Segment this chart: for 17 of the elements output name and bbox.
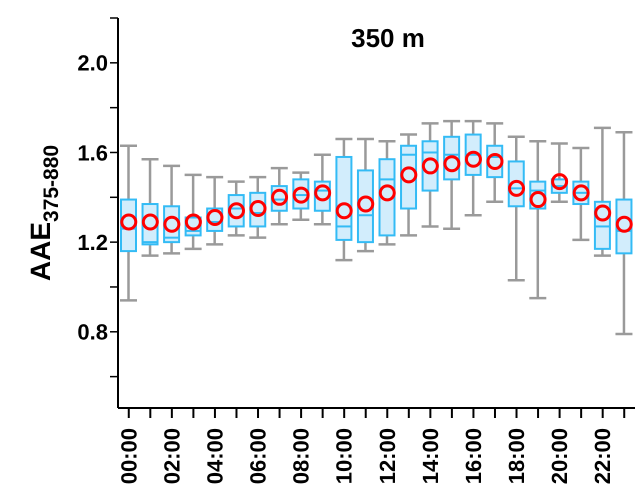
x-tick-label: 20:00 <box>547 428 572 484</box>
y-tick-label: 0.8 <box>77 320 108 345</box>
x-tick-label: 10:00 <box>332 428 357 484</box>
y-tick-label: 1.2 <box>77 230 108 255</box>
x-tick-label: 22:00 <box>590 428 616 484</box>
y-tick-label: 1.6 <box>77 140 108 166</box>
x-tick-label: 02:00 <box>159 428 184 484</box>
x-tick-label: 04:00 <box>202 428 228 484</box>
x-tick-label: 16:00 <box>460 428 486 484</box>
y-tick-label: 2.0 <box>77 50 108 76</box>
x-tick-label: 08:00 <box>288 428 314 484</box>
chart-title: 350 m <box>351 23 425 53</box>
x-tick-label: 14:00 <box>418 428 443 484</box>
x-tick-label: 12:00 <box>374 428 400 484</box>
x-tick-label: 18:00 <box>504 428 530 484</box>
x-tick-label: 06:00 <box>246 428 271 484</box>
x-tick-label: 00:00 <box>116 428 142 484</box>
